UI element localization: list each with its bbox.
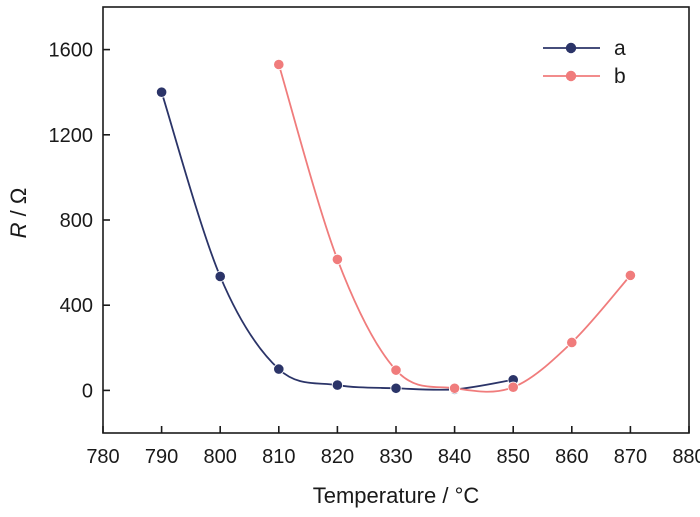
- y-axis-title: R / Ω: [6, 188, 31, 239]
- x-axis-title: Temperature / °C: [313, 483, 480, 508]
- x-tick-label: 780: [86, 446, 119, 468]
- y-axis-title-unit: / Ω: [6, 188, 31, 223]
- legend-swatch-point: [565, 70, 577, 82]
- legend: ab: [543, 37, 626, 88]
- series-a-point: [331, 379, 343, 391]
- x-tick-label: 810: [262, 446, 295, 468]
- y-tick-label: 800: [60, 210, 93, 232]
- x-tick-label: 830: [379, 446, 412, 468]
- legend-label: b: [614, 65, 626, 88]
- x-tick-label: 790: [145, 446, 178, 468]
- y-tick-label: 400: [60, 295, 93, 317]
- x-tick-label: 800: [204, 446, 237, 468]
- y-tick-label: 1600: [49, 40, 94, 62]
- series-b-point: [448, 382, 461, 394]
- y-axis: 0 400 800 1200 1600: [49, 40, 110, 402]
- series-b-point: [390, 364, 402, 376]
- x-tick-label: 850: [497, 446, 530, 468]
- x-tick-label: 860: [555, 446, 588, 468]
- x-tick-label: 820: [321, 446, 354, 468]
- x-tick-label: 870: [614, 446, 647, 468]
- series-a-line: [160, 91, 514, 391]
- series-b-point: [624, 269, 637, 281]
- series-a-point: [273, 363, 285, 375]
- series-b-point: [507, 381, 519, 393]
- series-b-point: [273, 58, 285, 71]
- series-b-line: [277, 64, 632, 393]
- series-a-point: [214, 270, 226, 283]
- y-tick-label: 0: [82, 380, 93, 402]
- series-a: [156, 86, 519, 395]
- series-b: [273, 58, 637, 394]
- series-a-point: [156, 86, 168, 98]
- series-layer: [156, 58, 637, 395]
- legend-label: a: [614, 37, 626, 60]
- x-tick-label: 880: [672, 446, 700, 468]
- series-b-point: [566, 336, 578, 349]
- y-axis-title-symbol: R: [6, 222, 31, 238]
- series-b-point: [331, 253, 343, 266]
- series-a-point: [390, 382, 402, 394]
- y-tick-label: 1200: [49, 125, 94, 147]
- legend-swatch-point: [565, 42, 577, 54]
- x-axis: 780 790 800 810 820 830 840 850 860 870 880: [86, 426, 700, 468]
- x-tick-label: 840: [438, 446, 471, 468]
